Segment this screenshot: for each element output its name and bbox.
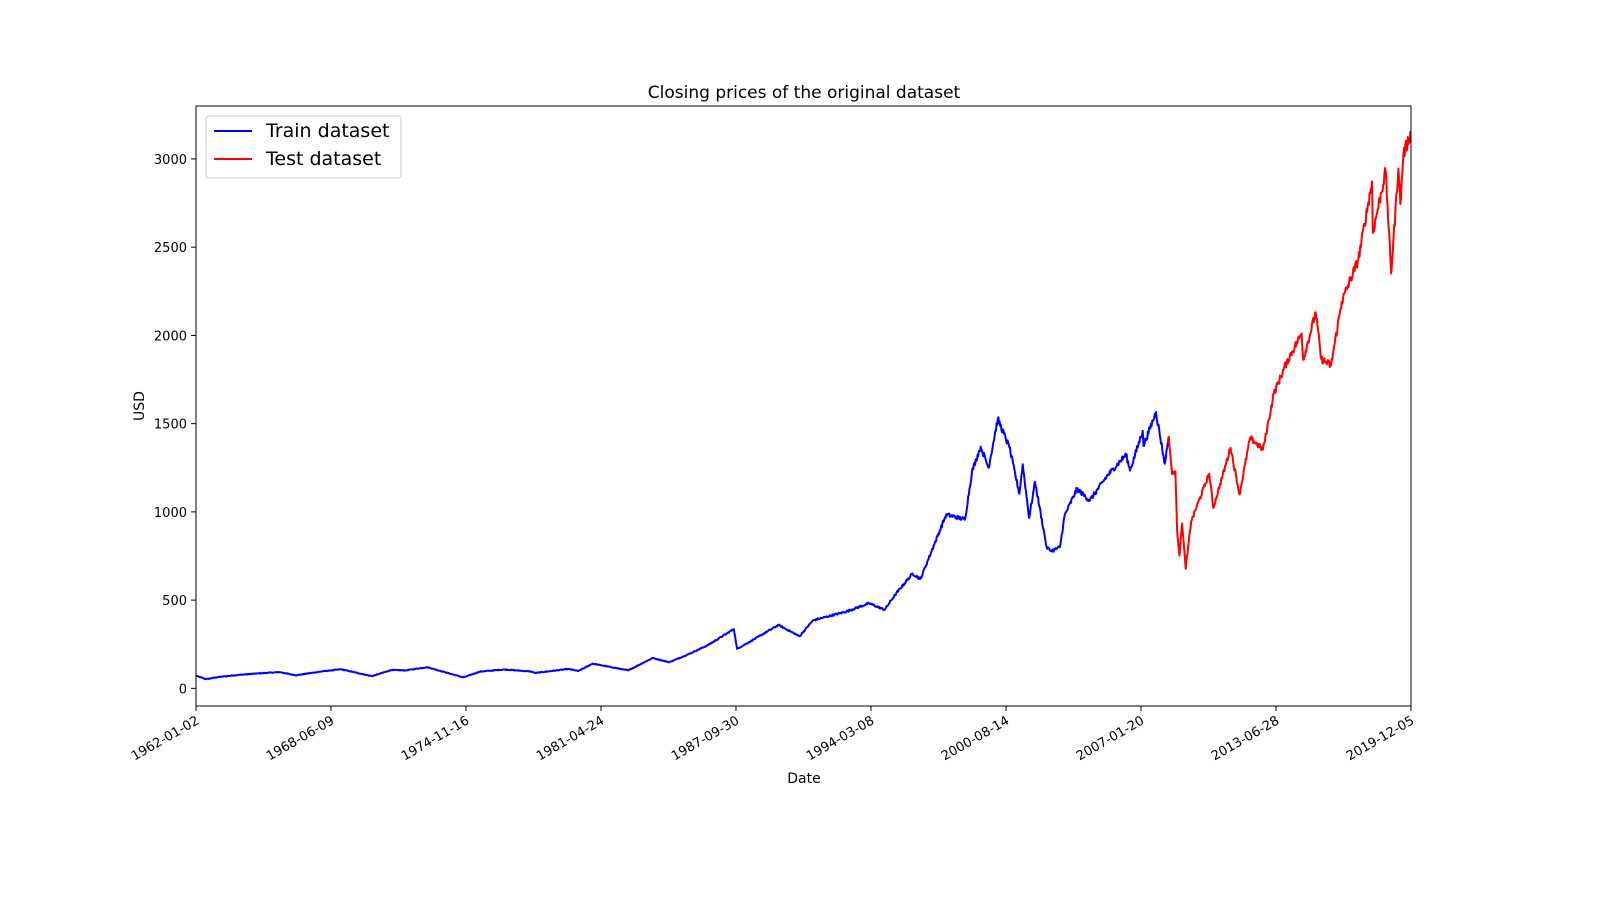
legend-label-train: Train dataset bbox=[265, 120, 389, 142]
y-axis-label: USD bbox=[132, 391, 148, 421]
x-axis-label: Date bbox=[787, 771, 820, 787]
y-tick-label: 2500 bbox=[154, 241, 187, 256]
series-line-train bbox=[195, 411, 1169, 681]
y-tick-label: 500 bbox=[162, 594, 187, 609]
y-tick-label: 1500 bbox=[154, 418, 187, 433]
series-layer bbox=[195, 131, 1412, 681]
series-line-test bbox=[1166, 131, 1412, 570]
y-tick-label: 3000 bbox=[154, 153, 187, 168]
legend: Train dataset Test dataset bbox=[205, 115, 402, 179]
y-tick-label: 0 bbox=[179, 682, 187, 697]
plot-frame bbox=[195, 105, 1412, 707]
legend-label-test: Test dataset bbox=[265, 148, 381, 170]
y-axis: 0 500 1000 1500 2000 2500 3000 bbox=[154, 153, 196, 697]
y-tick-label: 1000 bbox=[154, 506, 187, 521]
legend-box bbox=[205, 115, 402, 179]
y-tick-label: 2000 bbox=[154, 329, 187, 344]
chart-title: Closing prices of the original dataset bbox=[648, 83, 961, 103]
